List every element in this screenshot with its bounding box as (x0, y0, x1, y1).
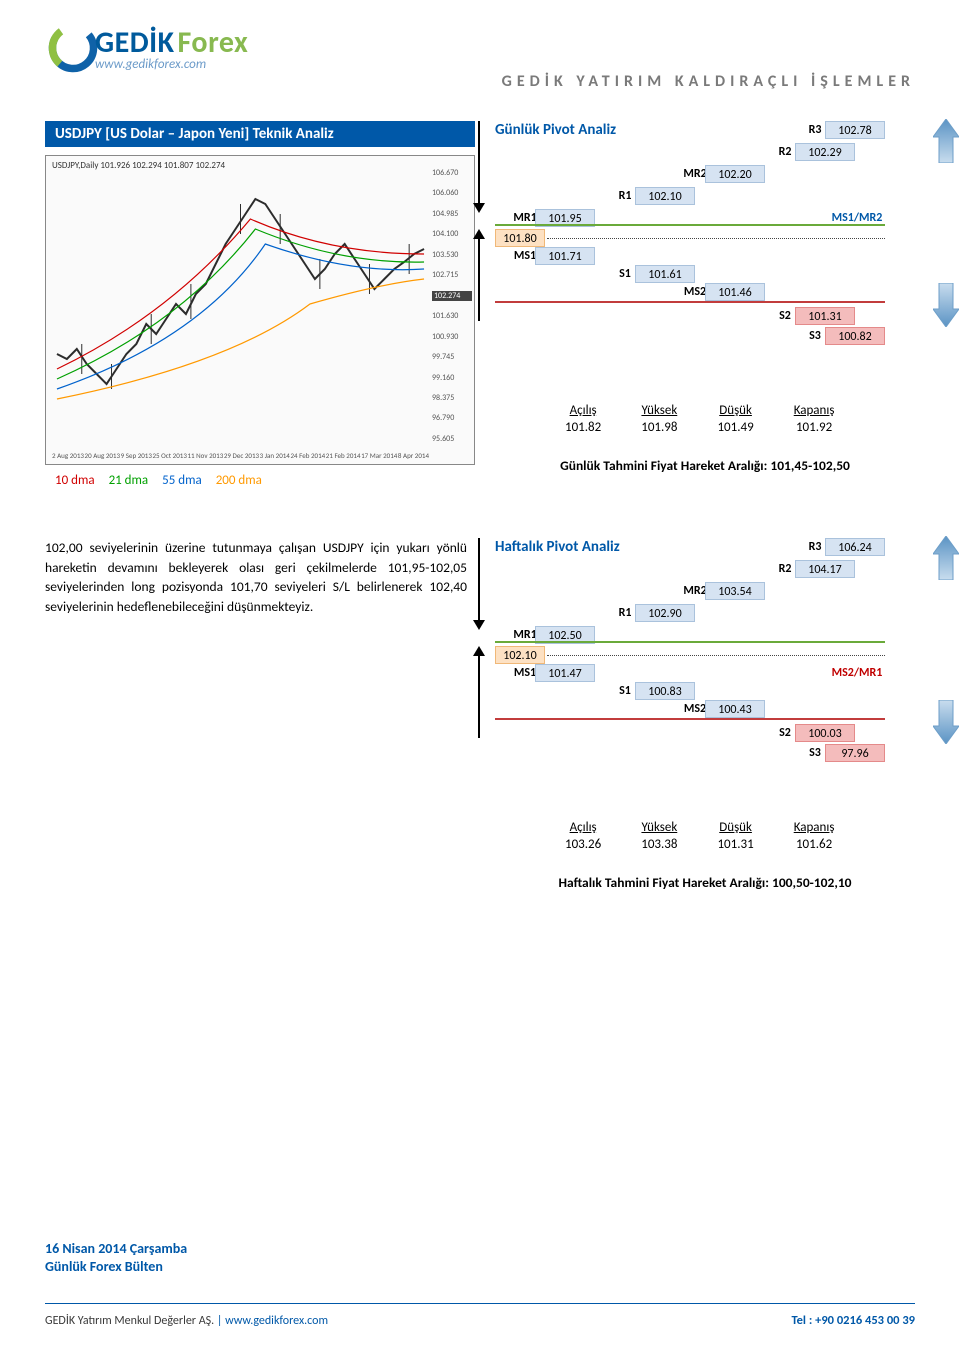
analysis-paragraph: 102,00 seviyelerinin üzerine tutunmaya ç… (45, 538, 475, 616)
arrow-down-icon (933, 700, 959, 744)
pivot-value: 101.80 (495, 229, 545, 247)
chart-yaxis: 106.670106.060 104.985104.100 103.530102… (432, 168, 472, 444)
footer-date-block: 16 Nisan 2014 Çarşamba Günlük Forex Bült… (45, 1240, 187, 1276)
daily-ohlc: Açılış101.82 Yüksek101.98 Düşük101.49 Ka… (565, 403, 915, 435)
arrow-down-icon (933, 283, 959, 327)
daily-pivot-title: Günlük Pivot Analiz (495, 121, 616, 139)
brand-logo-icon (45, 20, 101, 76)
dma-21: 21 dma (109, 473, 149, 488)
brand-sub: www.gedikforex.com (95, 57, 248, 72)
side-label-weekly: MS2/MR1 (817, 664, 897, 682)
weekly-pivot-table: Haftalık Pivot Analiz R3 106.24 R2 104.1… (495, 538, 915, 798)
dma-legend: 10 dma 21 dma 55 dma 200 dma (55, 473, 475, 488)
brand-logo: GEDİK Forex www.gedikforex.com (45, 20, 915, 76)
chart-dates: 2 Aug 201320 Aug 2013 9 Sep 201325 Oct 2… (52, 451, 429, 460)
brand-name: GEDİK (95, 24, 175, 61)
arrow-up-icon (933, 536, 959, 580)
dma-10: 10 dma (55, 473, 95, 488)
s1-value: 101.61 (635, 265, 695, 283)
mr2-value: 102.20 (705, 165, 765, 183)
ms1-value: 101.71 (535, 247, 595, 265)
chart-head: USDJPY,Daily 101.926 102.294 101.807 102… (52, 160, 225, 171)
footer-left: GEDİK Yatırım Menkul Değerler AŞ. | www.… (45, 1314, 328, 1328)
weekly-pivot-title: Haftalık Pivot Analiz (495, 538, 620, 556)
weekly-ohlc: Açılış103.26 Yüksek103.38 Düşük101.31 Ka… (565, 820, 915, 852)
arrow-up-icon (933, 119, 959, 163)
daily-title-bar: USDJPY [US Dolar – Japon Yeni] Teknik An… (45, 121, 475, 147)
r2-value: 102.29 (795, 143, 855, 161)
ms2-value: 101.46 (705, 283, 765, 301)
s2-value: 101.31 (795, 307, 855, 325)
page-header-spaced: GEDİK YATIRIM KALDIRAÇLI İŞLEMLER (45, 72, 915, 91)
daily-pivot-table: Günlük Pivot Analiz R3 102.78 (495, 121, 915, 381)
brand-accent: Forex (178, 24, 249, 61)
daily-chart: USDJPY,Daily 101.926 102.294 101.807 102… (45, 155, 475, 465)
r1-value: 102.10 (635, 187, 695, 205)
weekly-range: Haftalık Tahmini Fiyat Hareket Aralığı: … (495, 874, 915, 891)
dma-55: 55 dma (162, 473, 202, 488)
footer-separator (45, 1303, 915, 1304)
daily-range: Günlük Tahmini Fiyat Hareket Aralığı: 10… (495, 457, 915, 474)
footer-right: Tel : +90 0216 453 00 39 (792, 1313, 915, 1328)
s3-value: 100.82 (825, 327, 885, 345)
dma-200: 200 dma (216, 473, 262, 488)
r3-value: 102.78 (825, 121, 885, 139)
